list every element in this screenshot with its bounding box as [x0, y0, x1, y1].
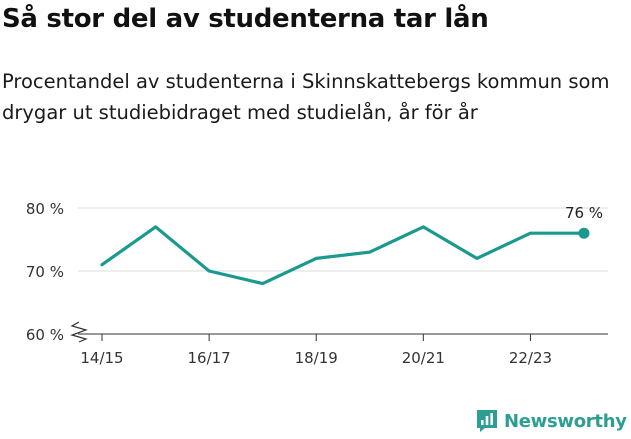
y-tick-label: 70 % [26, 263, 64, 281]
last-point-marker [578, 227, 590, 239]
x-axis: 14/15 16/17 18/19 20/21 22/23 [80, 334, 552, 367]
x-tick-label: 20/21 [402, 349, 445, 367]
y-tick-label: 60 % [26, 326, 64, 344]
series-layer [100, 225, 590, 286]
x-tick-label: 22/23 [509, 349, 552, 367]
x-tick-label: 16/17 [187, 349, 230, 367]
newsworthy-bar-chart-icon [477, 410, 497, 432]
y-axis-ticks: 60 % 70 % 80 % [26, 200, 64, 344]
chart-subtitle: Procentandel av studenterna i Skinnskatt… [2, 70, 610, 124]
x-tick-label: 14/15 [80, 349, 123, 367]
axis-break-mark [70, 321, 88, 343]
line-chart: 60 % 70 % 80 % 14/15 16/17 18/19 20/21 22/23 7… [26, 200, 608, 367]
series-line [100, 225, 586, 286]
gridlines [78, 207, 608, 335]
last-value-label: 76 % [565, 204, 603, 222]
y-axis-break [70, 321, 88, 343]
chart-title: Så stor del av studenterna tar lån [2, 4, 489, 34]
newsworthy-logo: Newsworthy [476, 409, 627, 433]
data-labels: 76 % [565, 204, 603, 222]
logo-text: Newsworthy [504, 410, 627, 432]
x-tick-label: 18/19 [295, 349, 338, 367]
y-tick-label: 80 % [26, 200, 64, 218]
